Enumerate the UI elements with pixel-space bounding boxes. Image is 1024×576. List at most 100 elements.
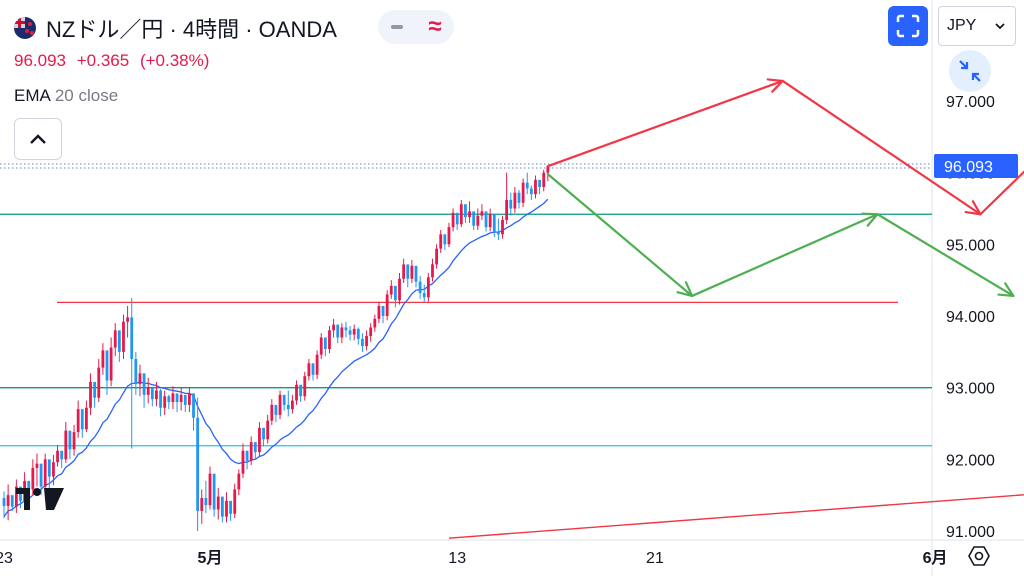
- wave-icon[interactable]: ≈: [428, 13, 442, 40]
- candle-body: [525, 182, 529, 189]
- time-tick-label: 5月: [198, 549, 223, 567]
- currency-label: JPY: [947, 17, 977, 34]
- change-percent-text: (+0.38%): [139, 51, 210, 70]
- candle-body: [155, 390, 158, 400]
- trend-line: [448, 494, 1024, 539]
- candle-body: [2, 498, 6, 506]
- candle-body: [361, 338, 364, 347]
- candle-body: [476, 215, 480, 226]
- candle-body: [472, 211, 476, 226]
- candle-body: [60, 450, 64, 460]
- scenario-path-red-segment: [781, 79, 982, 216]
- candle-body: [319, 337, 323, 355]
- candle-body: [311, 363, 315, 375]
- candle-body: [262, 427, 265, 440]
- candle-body: [208, 473, 212, 506]
- candle-body: [85, 407, 88, 430]
- candle-body: [101, 350, 105, 368]
- candle-body: [497, 231, 500, 235]
- candle-body: [142, 373, 146, 395]
- candle-body: [307, 363, 311, 377]
- snapshot-button[interactable]: [888, 6, 928, 46]
- currency-select[interactable]: JPY: [938, 6, 1016, 46]
- candle-body: [146, 387, 150, 395]
- candle-body: [369, 327, 373, 337]
- candle-body: [410, 265, 414, 279]
- candle-body: [220, 496, 224, 517]
- flag-nz-icon: [14, 17, 36, 39]
- candle-body: [377, 305, 381, 319]
- candle-body: [225, 500, 228, 517]
- candle-body: [517, 192, 521, 203]
- candle-body: [39, 463, 43, 487]
- candle-body: [439, 234, 443, 249]
- candle-body: [534, 179, 537, 195]
- indicator-legend[interactable]: EMA 20 close: [14, 86, 118, 106]
- chart-mode-toggle[interactable]: ≈: [378, 10, 454, 44]
- candle-body: [464, 204, 467, 218]
- candle-body: [381, 305, 385, 316]
- scenario-path-green-segment: [690, 213, 879, 298]
- candle-body: [488, 214, 492, 228]
- price-tick-label: 95.000: [946, 237, 995, 254]
- candle-body: [233, 489, 237, 514]
- candle-body: [323, 337, 327, 349]
- candle-body: [455, 212, 459, 225]
- settings-button[interactable]: [966, 543, 992, 569]
- candle-body: [150, 387, 154, 400]
- candlestick-series: [2, 165, 550, 531]
- candle-body: [435, 248, 438, 265]
- candle-body: [295, 384, 298, 401]
- candle-body: [299, 384, 303, 397]
- candle-body: [509, 199, 513, 209]
- candle-body: [328, 330, 331, 349]
- candle-body: [105, 350, 109, 381]
- expand-button[interactable]: [949, 50, 991, 92]
- candle-body: [163, 396, 167, 408]
- snapshot-icon: [896, 14, 920, 38]
- candle-body: [336, 324, 340, 338]
- candle-body: [204, 498, 208, 506]
- candle-body: [68, 430, 72, 450]
- candle-body: [138, 373, 142, 385]
- minus-icon[interactable]: [378, 10, 416, 44]
- candle-body: [196, 417, 200, 511]
- collapse-legend-button[interactable]: [14, 118, 62, 160]
- candle-body: [394, 285, 397, 301]
- last-price-text: 96.093: [14, 51, 66, 70]
- candle-body: [258, 427, 261, 453]
- candle-body: [431, 264, 434, 278]
- candle-body: [480, 211, 484, 216]
- price-quote: 96.093 +0.365 (+0.38%): [14, 51, 215, 71]
- scenario-path-red-segment: [979, 170, 1024, 216]
- candle-body: [266, 420, 270, 440]
- candle-body: [451, 212, 455, 228]
- candle-body: [229, 500, 232, 514]
- scenario-path-green-segment: [876, 213, 1015, 298]
- candle-body: [97, 367, 101, 398]
- candle-body: [278, 394, 282, 415]
- candle-body: [56, 450, 59, 463]
- candle-body: [237, 473, 241, 490]
- candle-body: [14, 486, 18, 507]
- candle-body: [546, 166, 550, 173]
- candle-body: [542, 172, 546, 187]
- time-tick-label: 21: [646, 550, 664, 567]
- candle-body: [521, 182, 525, 203]
- drawings[interactable]: [448, 38, 1024, 539]
- chevron-down-icon: [995, 22, 1005, 29]
- candle-body: [126, 317, 129, 322]
- candle-body: [130, 317, 134, 359]
- candle-body: [93, 381, 97, 398]
- candle-body: [373, 318, 377, 328]
- candle-body: [513, 192, 517, 209]
- time-tick-label: 23: [0, 550, 13, 567]
- candle-body: [344, 327, 348, 331]
- candle-body: [134, 359, 138, 385]
- candle-body: [167, 396, 171, 402]
- candle-body: [352, 328, 356, 335]
- symbol-title[interactable]: NZドル／円 · 4時間 · OANDA: [46, 17, 337, 42]
- ema-line: [3, 198, 549, 518]
